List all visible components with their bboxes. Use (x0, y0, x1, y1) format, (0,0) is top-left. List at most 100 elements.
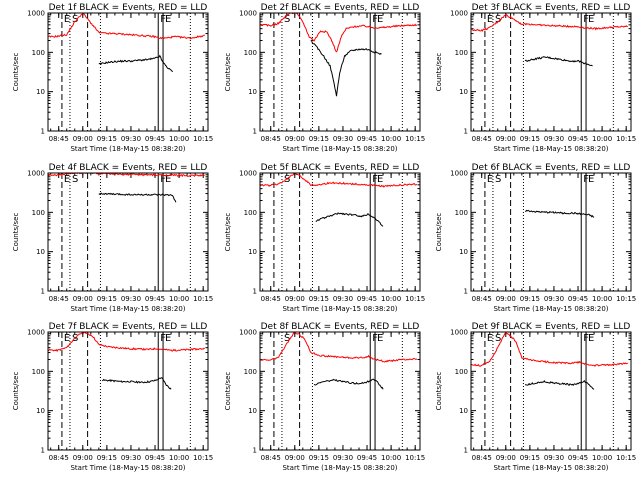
x-tick-label: 09:15 (520, 135, 540, 143)
x-tick-label: 10:15 (405, 135, 425, 143)
x-tick-label: 09:15 (97, 135, 117, 143)
marker-label: E (487, 174, 493, 185)
y-tick-label: 1000 (239, 329, 257, 337)
events-series-line (101, 377, 172, 390)
y-tick-label: 10 (36, 407, 45, 415)
panel-title: Det 9f BLACK = Events, RED = LLD (472, 322, 631, 332)
events-series-line (524, 56, 593, 67)
y-tick-label: 1000 (450, 170, 468, 178)
x-tick-label: 09:00 (285, 295, 305, 303)
marker-label: E (377, 174, 383, 185)
y-axis-label: Counts/sec (12, 372, 20, 411)
y-tick-label: 10 (36, 248, 45, 256)
x-tick-label: 09:30 (121, 135, 141, 143)
panel-4: Det 4f BLACK = Events, RED = LLD Counts/s… (12, 163, 213, 313)
y-tick-label: 100 (244, 209, 257, 217)
panel-title: Det 7f BLACK = Events, RED = LLD (49, 322, 208, 332)
x-tick-label: 10:00 (381, 454, 401, 462)
lld-series-line (471, 13, 628, 32)
marker-label: S (284, 14, 290, 25)
y-tick-label: 1 (41, 288, 45, 296)
x-tick-label: 09:45 (568, 295, 588, 303)
panel-1: Det 1f BLACK = Events, RED = LLD Counts/s… (12, 3, 213, 153)
plot-frame (470, 172, 632, 292)
x-axis-label: Start Time (18-May-15 08:38:20) (493, 145, 608, 153)
events-series-line (315, 212, 384, 227)
y-axis-label: Counts/sec (12, 53, 20, 92)
x-tick-label: 09:30 (121, 295, 141, 303)
panel-2: Det 2f BLACK = Events, RED = LLD Counts/s… (224, 3, 425, 153)
y-tick-label: 1 (253, 128, 257, 136)
x-tick-label: 10:15 (405, 295, 425, 303)
marker-label: E (588, 14, 594, 25)
x-tick-label: 09:00 (496, 295, 516, 303)
marker-label: E (64, 14, 70, 25)
y-tick-label: 100 (32, 49, 45, 57)
panel-title: Det 3f BLACK = Events, RED = LLD (472, 3, 631, 13)
y-tick-label: 10 (459, 248, 468, 256)
x-tick-label: 10:00 (381, 295, 401, 303)
x-tick-label: 09:15 (309, 135, 329, 143)
marker-label: S (72, 14, 78, 25)
y-tick-label: 100 (455, 49, 468, 57)
x-tick-label: 09:00 (285, 135, 305, 143)
x-tick-label: 10:15 (616, 135, 636, 143)
x-axis-label: Start Time (18-May-15 08:38:20) (493, 464, 608, 472)
y-tick-label: 100 (455, 209, 468, 217)
y-tick-label: 100 (455, 368, 468, 376)
y-tick-label: 10 (459, 407, 468, 415)
y-axis-label: Counts/sec (224, 372, 232, 411)
y-tick-label: 1 (253, 447, 257, 455)
y-axis-label: Counts/sec (435, 372, 443, 411)
events-series-line (98, 54, 174, 73)
y-tick-label: 100 (244, 49, 257, 57)
plot-frame (47, 331, 209, 451)
y-tick-label: 10 (459, 88, 468, 96)
marker-label: S (284, 333, 290, 344)
events-series-line (313, 378, 384, 390)
x-axis-label: Start Time (18-May-15 08:38:20) (282, 464, 397, 472)
panel-5: Det 5f BLACK = Events, RED = LLD Counts/s… (224, 163, 425, 313)
y-tick-label: 1000 (27, 329, 45, 337)
x-tick-label: 09:45 (357, 454, 377, 462)
marker-label: E (165, 14, 171, 25)
marker-label: E (487, 333, 493, 344)
x-tick-label: 09:45 (568, 135, 588, 143)
y-tick-label: 1000 (450, 329, 468, 337)
x-tick-label: 09:15 (520, 295, 540, 303)
x-tick-label: 09:45 (145, 135, 165, 143)
marker-label: E (64, 333, 70, 344)
events-series-line (524, 380, 595, 390)
x-tick-label: 10:15 (193, 295, 213, 303)
x-tick-label: 09:00 (285, 454, 305, 462)
y-tick-label: 1000 (239, 10, 257, 18)
lld-series-line (48, 332, 205, 353)
x-tick-label: 09:30 (544, 454, 564, 462)
x-axis-label: Start Time (18-May-15 08:38:20) (493, 305, 608, 313)
marker-label: E (487, 14, 493, 25)
x-tick-label: 09:00 (73, 454, 93, 462)
marker-label: S (284, 174, 290, 185)
marker-label: E (64, 174, 70, 185)
y-axis-label: Counts/sec (224, 53, 232, 92)
x-tick-label: 08:45 (49, 454, 69, 462)
x-tick-label: 08:45 (261, 135, 281, 143)
y-tick-label: 100 (32, 368, 45, 376)
lld-series-line (260, 173, 418, 188)
panel-9: Det 9f BLACK = Events, RED = LLD Counts/s… (435, 322, 636, 472)
y-tick-label: 1000 (27, 10, 45, 18)
lld-series-line (260, 332, 418, 363)
panel-title: Det 8f BLACK = Events, RED = LLD (261, 322, 420, 332)
plot-frame (259, 12, 421, 132)
events-series-line (310, 39, 382, 97)
x-tick-label: 10:15 (616, 295, 636, 303)
x-tick-label: 10:15 (405, 454, 425, 462)
y-tick-label: 1 (464, 128, 468, 136)
x-tick-label: 08:45 (261, 295, 281, 303)
x-tick-label: 08:45 (472, 454, 492, 462)
y-axis-label: Counts/sec (12, 213, 20, 252)
y-tick-label: 1000 (27, 170, 45, 178)
y-tick-label: 1 (41, 447, 45, 455)
plot-frame (47, 172, 209, 292)
x-tick-label: 09:15 (309, 295, 329, 303)
